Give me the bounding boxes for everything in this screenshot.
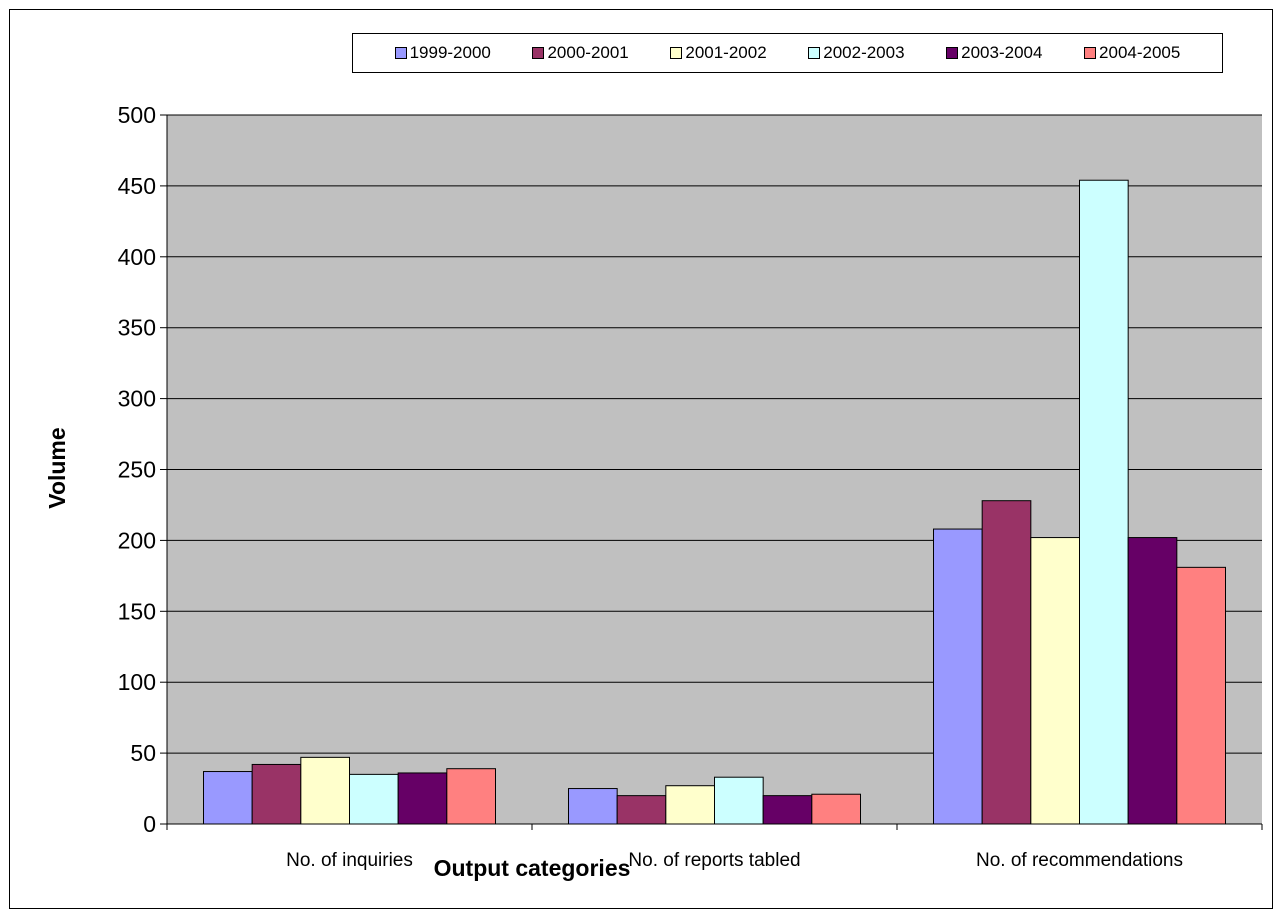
x-tick-label: No. of reports tabled <box>628 850 800 871</box>
x-tick-label: No. of recommendations <box>976 850 1183 871</box>
legend-label: 2002-2003 <box>823 43 905 62</box>
bar <box>1176 566 1227 825</box>
y-tick-label: 450 <box>118 173 156 199</box>
y-axis-title: Volume <box>44 427 70 508</box>
y-tick-label: 200 <box>118 527 156 553</box>
bar <box>446 768 497 825</box>
bar <box>397 772 448 825</box>
y-tick-label: 150 <box>118 598 156 624</box>
legend-label: 2001-2002 <box>685 43 767 62</box>
legend-item: 2000-2001 <box>532 43 629 63</box>
bar <box>811 793 861 825</box>
legend-label: 2003-2004 <box>961 43 1043 62</box>
y-tick-label: 300 <box>118 386 156 412</box>
legend-item: 1999-2000 <box>394 43 491 63</box>
x-tick-label: No. of inquiries <box>286 850 413 871</box>
bar <box>665 785 715 825</box>
y-tick-label: 400 <box>118 244 156 270</box>
y-tick-labels: 0 50 100 150 200 250 300 350 400 450 500 <box>118 102 156 837</box>
y-tick-label: 0 <box>143 811 156 837</box>
bar <box>1127 537 1178 825</box>
legend-swatch <box>946 47 959 59</box>
legend-swatch <box>1084 47 1097 59</box>
bar <box>251 763 302 825</box>
legend-swatch <box>670 47 683 59</box>
legend: 1999-2000 2000-2001 2001-2002 2002-2003 2003… <box>352 33 1223 73</box>
x-axis-title: Output categories <box>434 855 631 881</box>
legend-swatch <box>532 47 545 59</box>
legend-item: 2003-2004 <box>946 43 1042 63</box>
y-tick-label: 100 <box>118 669 156 695</box>
legend-item: 2002-2003 <box>808 43 905 63</box>
legend-item: 2001-2002 <box>670 43 767 63</box>
bar <box>300 756 351 825</box>
legend-swatch <box>808 47 821 59</box>
bar <box>714 776 764 825</box>
bar <box>349 773 399 825</box>
legend-label: 2000-2001 <box>547 43 629 62</box>
bar <box>981 500 1032 825</box>
legend-swatch <box>394 47 407 59</box>
bar <box>933 528 983 825</box>
y-tick-label: 500 <box>118 102 156 128</box>
bars <box>203 179 1227 825</box>
bar <box>762 795 813 825</box>
legend-label: 1999-2000 <box>409 43 491 62</box>
y-tick-label: 250 <box>118 457 156 483</box>
axes <box>160 114 1263 830</box>
y-tick-label: 350 <box>118 315 156 341</box>
legend-item: 2004-2005 <box>1084 43 1180 63</box>
bar <box>616 795 667 825</box>
x-tick-labels: No. of inquiries No. of reports tabled No.… <box>286 850 1183 871</box>
legend-label: 2004-2005 <box>1099 43 1181 62</box>
bar <box>1030 537 1081 825</box>
y-tick-label: 50 <box>130 740 156 766</box>
bar <box>568 788 618 825</box>
bar <box>203 771 253 825</box>
bar <box>1079 179 1129 825</box>
